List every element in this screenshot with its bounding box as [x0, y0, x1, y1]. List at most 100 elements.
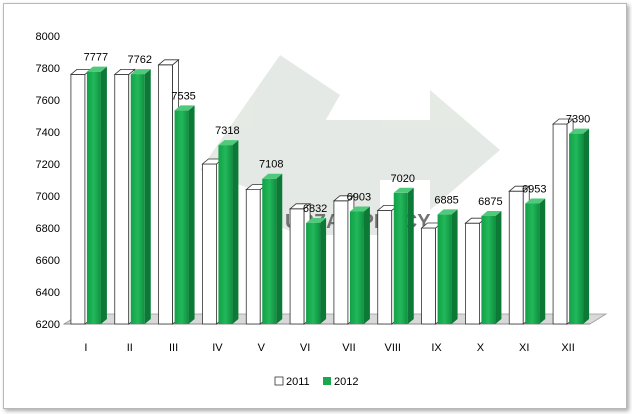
bar-front [86, 71, 101, 325]
bar-front [508, 190, 524, 325]
bar-side [451, 209, 458, 324]
bar-top [332, 195, 356, 202]
bar-side [100, 66, 107, 325]
bar-front [70, 74, 86, 325]
bar-side [363, 206, 370, 324]
x-tick-label: III [169, 342, 178, 354]
y-tick-label: 7600 [36, 95, 60, 107]
data-label: 6875 [478, 196, 502, 208]
bar-front [481, 216, 496, 324]
bar-top [174, 105, 195, 111]
x-tick-label: VII [342, 342, 355, 354]
bar-front [245, 189, 261, 325]
data-label: 7020 [391, 173, 415, 185]
bar-front [393, 192, 408, 324]
bar-top [113, 69, 136, 75]
bar-front [552, 123, 568, 325]
bar-side [276, 173, 283, 324]
y-tick-label: 6400 [36, 287, 60, 299]
y-axis: 8000 7800 7600 7400 7200 7000 6800 6600 6400 6200 [36, 31, 60, 331]
data-label: 6903 [347, 192, 371, 204]
bar-2012-II [130, 69, 151, 324]
y-tick-label: 7000 [36, 191, 60, 203]
bar-front [174, 110, 189, 325]
bar-front [158, 64, 173, 325]
bar-side [188, 105, 195, 325]
bar-front [333, 200, 349, 325]
bar-front [218, 145, 233, 324]
bar-front [114, 74, 130, 325]
bar-front [465, 222, 480, 325]
data-label: 6832 [303, 203, 327, 215]
legend-swatch-2012 [323, 377, 331, 385]
bar-2012-VII [349, 206, 370, 324]
bar-top [481, 211, 502, 216]
x-tick-label: XII [561, 342, 574, 354]
x-tick-label: II [127, 342, 133, 354]
data-label: 7108 [259, 159, 283, 171]
bar-top [349, 206, 370, 212]
data-label: 7390 [566, 114, 590, 126]
bar-2012-IX [437, 209, 458, 324]
bar-2012-III [174, 105, 195, 325]
bar-side [407, 187, 414, 324]
data-label: 7762 [128, 54, 152, 66]
bar-front [130, 74, 145, 324]
x-tick-label: V [258, 342, 266, 354]
y-tick-label: 6200 [36, 319, 60, 331]
bar-top [393, 187, 414, 193]
bar-front [437, 214, 452, 324]
bar-top [569, 128, 590, 134]
data-label: 7777 [84, 52, 108, 64]
data-label: 6953 [522, 184, 546, 196]
x-axis: I II III IV V VI VII VIII IX X XI XII [84, 342, 574, 354]
bar-top [508, 185, 531, 192]
y-tick-label: 7800 [36, 63, 60, 75]
bar-top [437, 209, 458, 215]
bar-2012-V [262, 173, 283, 324]
bar-2012-XI [525, 198, 546, 324]
bar-2012-I [86, 66, 107, 325]
legend-swatch-2011 [274, 376, 284, 386]
x-tick-label: IX [431, 342, 442, 354]
bar-top [130, 69, 151, 75]
x-tick-label: I [84, 342, 87, 354]
bar-front [377, 209, 393, 325]
bar-side [144, 69, 151, 324]
bar-side [232, 140, 239, 324]
y-tick-label: 7200 [36, 159, 60, 171]
bar-front [525, 203, 540, 324]
legend: 2011 2012 [274, 376, 358, 388]
y-tick-label: 7400 [36, 127, 60, 139]
x-tick-label: IV [212, 342, 223, 354]
bar-front [306, 222, 321, 324]
x-tick-label: VIII [384, 342, 401, 354]
legend-label-2011: 2011 [286, 376, 310, 388]
bar-side [495, 211, 502, 324]
bar-front [262, 178, 277, 324]
bar-front [349, 211, 364, 324]
bar-2012-VI [306, 217, 327, 324]
bar-series [69, 58, 590, 325]
bar-top [157, 59, 180, 66]
bar-top [525, 198, 546, 204]
bar-top [86, 66, 107, 72]
data-label: 7318 [215, 125, 239, 137]
bar-front [202, 163, 217, 325]
x-tick-label: X [477, 342, 485, 354]
bar-top [306, 217, 327, 223]
y-tick-label: 8000 [36, 31, 60, 43]
y-tick-label: 6600 [36, 255, 60, 267]
data-label: 6885 [434, 194, 458, 206]
bar-front [289, 208, 305, 325]
bar-top [551, 118, 575, 125]
bar-2012-VIII [393, 187, 414, 324]
bar-top [218, 140, 239, 146]
y-tick-label: 6800 [36, 223, 60, 235]
bar-2012-IV [218, 140, 239, 324]
bar-front [569, 133, 584, 324]
bar-front [421, 227, 436, 325]
bar-2012-X [481, 211, 502, 324]
data-labels: 7777 7762 7535 7318 7108 6832 6903 7020 6885 6875… [84, 52, 591, 215]
